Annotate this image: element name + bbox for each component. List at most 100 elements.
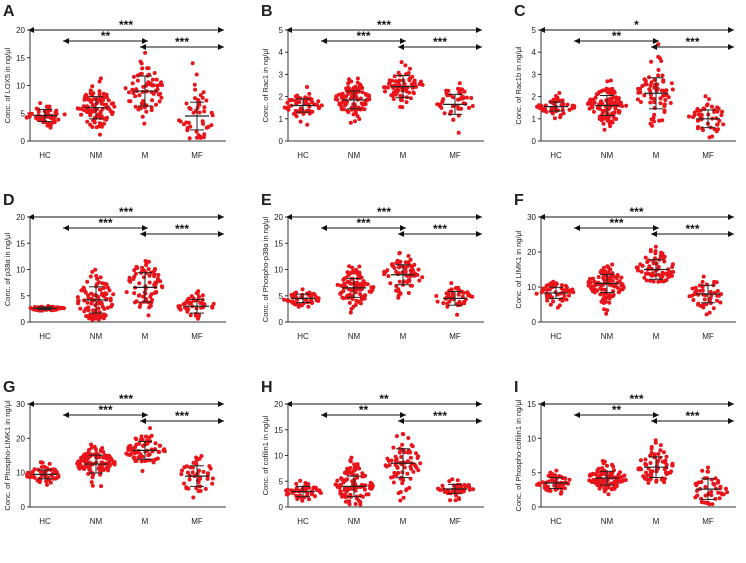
data-point [546, 473, 551, 478]
data-point [408, 96, 413, 101]
data-point [133, 94, 138, 99]
y-tick-label: 15 [274, 426, 283, 435]
data-point [467, 487, 472, 492]
y-tick-label: 5 [532, 469, 537, 478]
data-point [615, 285, 620, 290]
data-point [363, 281, 368, 286]
data-point [406, 71, 411, 75]
bracket-arrowhead-left [321, 225, 327, 231]
data-point [391, 97, 396, 101]
data-point [194, 458, 199, 463]
data-point [111, 101, 115, 106]
data-point [202, 132, 207, 137]
data-point [400, 481, 405, 486]
data-point [448, 111, 453, 116]
data-point [648, 461, 653, 465]
data-point [351, 269, 355, 274]
x-tick-label: MF [191, 517, 203, 526]
data-point [455, 312, 460, 317]
data-point [157, 99, 162, 104]
data-point [552, 116, 557, 121]
data-point [611, 464, 616, 469]
data-point [592, 100, 597, 105]
x-tick-label: M [653, 517, 660, 526]
data-point [459, 95, 464, 100]
significance-label: *** [377, 205, 391, 219]
data-point [194, 455, 199, 460]
data-point [97, 454, 102, 459]
data-point [204, 125, 209, 130]
data-point [56, 473, 61, 478]
data-point [455, 478, 460, 483]
data-point [416, 267, 421, 272]
data-point [456, 285, 461, 290]
x-tick-label: M [653, 332, 660, 341]
data-point [85, 110, 90, 114]
data-point [602, 307, 607, 312]
data-point [341, 94, 346, 99]
data-point [357, 82, 362, 87]
data-point [285, 100, 290, 105]
data-point [711, 306, 716, 311]
data-point [203, 486, 208, 491]
data-point [102, 121, 106, 126]
data-point [104, 92, 109, 97]
data-point [648, 89, 653, 94]
bracket-arrowhead-right [476, 44, 482, 50]
data-point [719, 491, 724, 496]
data-point [383, 89, 387, 94]
data-point [190, 61, 195, 66]
data-point [144, 263, 149, 268]
data-point [101, 449, 106, 454]
data-point [358, 284, 363, 289]
significance-label: *** [175, 409, 189, 423]
data-point [358, 301, 363, 306]
data-point [96, 317, 101, 322]
bracket-arrowhead-right [142, 38, 148, 44]
data-point [339, 283, 343, 288]
panel-letter: G [3, 379, 15, 396]
data-point [718, 486, 723, 491]
panel-a: A 0 5 10 15 20 Conc. of LOX5 in ng/μl HC NM M MF **… [3, 3, 226, 160]
data-point [653, 244, 658, 249]
data-point [25, 470, 30, 475]
data-point [388, 281, 393, 286]
data-point [663, 458, 668, 463]
data-point [660, 118, 665, 123]
data-point [197, 110, 202, 115]
data-point [158, 279, 163, 284]
significance-label: *** [377, 18, 391, 32]
data-point [184, 486, 189, 491]
data-point [191, 465, 195, 470]
data-point [75, 295, 80, 300]
data-point [547, 287, 552, 292]
data-point [138, 59, 143, 64]
data-point [661, 78, 666, 83]
data-point [415, 273, 420, 277]
data-point [345, 477, 350, 482]
data-point [611, 293, 616, 297]
data-point [451, 117, 456, 122]
data-point [619, 100, 623, 105]
data-point [48, 125, 53, 130]
data-point [687, 114, 691, 119]
x-tick-label: M [142, 332, 149, 341]
significance-label: *** [175, 35, 189, 49]
series-m [123, 50, 164, 126]
data-point [396, 295, 401, 300]
bracket-arrowhead-left [398, 44, 404, 50]
y-tick-label: 10 [527, 434, 536, 443]
series-hc [24, 101, 67, 130]
data-point [382, 85, 386, 90]
data-point [352, 466, 357, 470]
data-point [367, 289, 372, 294]
series-nm [75, 442, 117, 489]
data-point [564, 297, 569, 302]
x-tick-label: MF [449, 332, 461, 341]
data-point [82, 309, 87, 314]
data-point [102, 306, 107, 311]
data-point [286, 107, 291, 112]
data-point [557, 91, 562, 95]
data-point [194, 72, 199, 77]
data-point [145, 441, 150, 446]
